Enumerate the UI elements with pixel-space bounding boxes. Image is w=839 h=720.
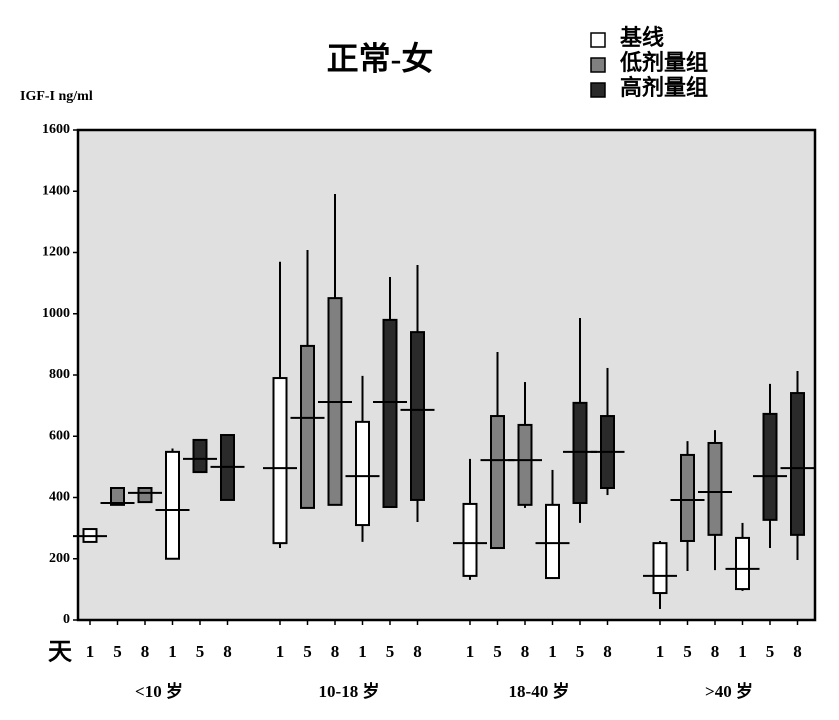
y-tick-label: 1400 [42,183,70,198]
box [192,438,208,474]
x-tick-label: 5 [196,642,205,661]
x-tick-label: 1 [738,642,747,661]
box [272,377,288,545]
plot-area [76,128,817,622]
box [355,420,370,527]
box [707,441,723,536]
box [490,415,505,550]
box [545,503,560,580]
y-tick-label: 0 [63,612,70,627]
y-tick-label: 400 [49,490,70,505]
box [300,344,315,509]
x-tick-label: 5 [386,642,395,661]
group-label: 18-40 岁 [509,681,570,701]
x-tick-label: 1 [656,642,665,661]
x-tick-label: 5 [303,642,312,661]
x-tick-label: 1 [358,642,367,661]
legend-label: 基线 [620,25,664,50]
box [110,487,125,506]
box [410,331,425,501]
x-tick-label: 8 [413,642,422,661]
box [762,412,778,521]
x-tick-label: 8 [141,642,150,661]
x-tick-label: 1 [86,642,95,661]
box [517,423,533,506]
box [137,487,153,504]
x-tick-label: 8 [603,642,612,661]
legend-swatch [590,32,606,48]
y-tick-label: 200 [49,551,70,566]
legend-label: 低剂量组 [619,50,708,75]
y-axis-label: IGF-I ng/ml [20,89,93,104]
legend-label: 高剂量组 [620,75,708,100]
box [572,401,588,505]
x-tick-label: 1 [168,642,177,661]
x-tick-label: 8 [711,642,720,661]
y-tick-label: 600 [49,428,70,443]
x-tick-label: 1 [276,642,285,661]
x-tick-label: 5 [113,642,122,661]
x-tick-label: 1 [548,642,557,661]
group-label: <10 岁 [135,681,183,701]
legend-swatch [590,57,606,73]
box [790,392,805,536]
x-tick-label: 8 [223,642,232,661]
box [735,536,750,591]
x-tick-label: 5 [493,642,502,661]
box [462,502,478,577]
box [165,450,180,560]
x-tick-label: 1 [466,642,475,661]
chart-title: 正常-女 [327,40,434,76]
x-tick-label: 5 [576,642,585,661]
box [652,542,668,595]
x-tick-label: 8 [331,642,340,661]
x-tick-label: 5 [766,642,775,661]
box [382,318,398,508]
group-label: 10-18 岁 [319,681,380,701]
x-prefix: 天 [48,640,72,666]
y-tick-label: 1000 [42,306,70,321]
y-tick-label: 1200 [42,245,70,260]
legend-swatch [590,82,606,98]
y-tick-label: 800 [49,367,70,382]
x-tick-label: 8 [793,642,802,661]
y-tick-label: 1600 [42,122,70,137]
x-tick-label: 8 [521,642,530,661]
group-label: >40 岁 [705,681,753,701]
x-tick-label: 5 [683,642,692,661]
box [680,453,695,542]
